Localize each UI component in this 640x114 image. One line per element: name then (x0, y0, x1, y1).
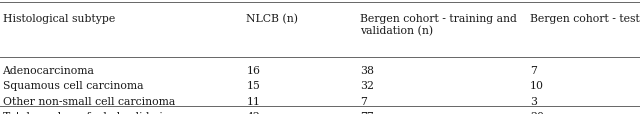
Text: 7: 7 (530, 65, 537, 75)
Text: 15: 15 (246, 80, 260, 90)
Text: 3: 3 (530, 96, 537, 106)
Text: Bergen cohort - training and
validation (n): Bergen cohort - training and validation … (360, 14, 516, 36)
Text: 32: 32 (360, 80, 374, 90)
Text: 77: 77 (360, 111, 373, 114)
Text: 10: 10 (530, 80, 544, 90)
Text: 20: 20 (530, 111, 544, 114)
Text: Histological subtype: Histological subtype (3, 14, 115, 24)
Text: 11: 11 (246, 96, 260, 106)
Text: 16: 16 (246, 65, 260, 75)
Text: Other non-small cell carcinoma: Other non-small cell carcinoma (3, 96, 175, 106)
Text: Bergen cohort - test (n): Bergen cohort - test (n) (530, 14, 640, 24)
Text: Total number of whole slide images: Total number of whole slide images (3, 111, 198, 114)
Text: 38: 38 (360, 65, 374, 75)
Text: 7: 7 (360, 96, 367, 106)
Text: Squamous cell carcinoma: Squamous cell carcinoma (3, 80, 143, 90)
Text: NLCB (n): NLCB (n) (246, 14, 298, 24)
Text: 42: 42 (246, 111, 260, 114)
Text: Adenocarcinoma: Adenocarcinoma (3, 65, 95, 75)
